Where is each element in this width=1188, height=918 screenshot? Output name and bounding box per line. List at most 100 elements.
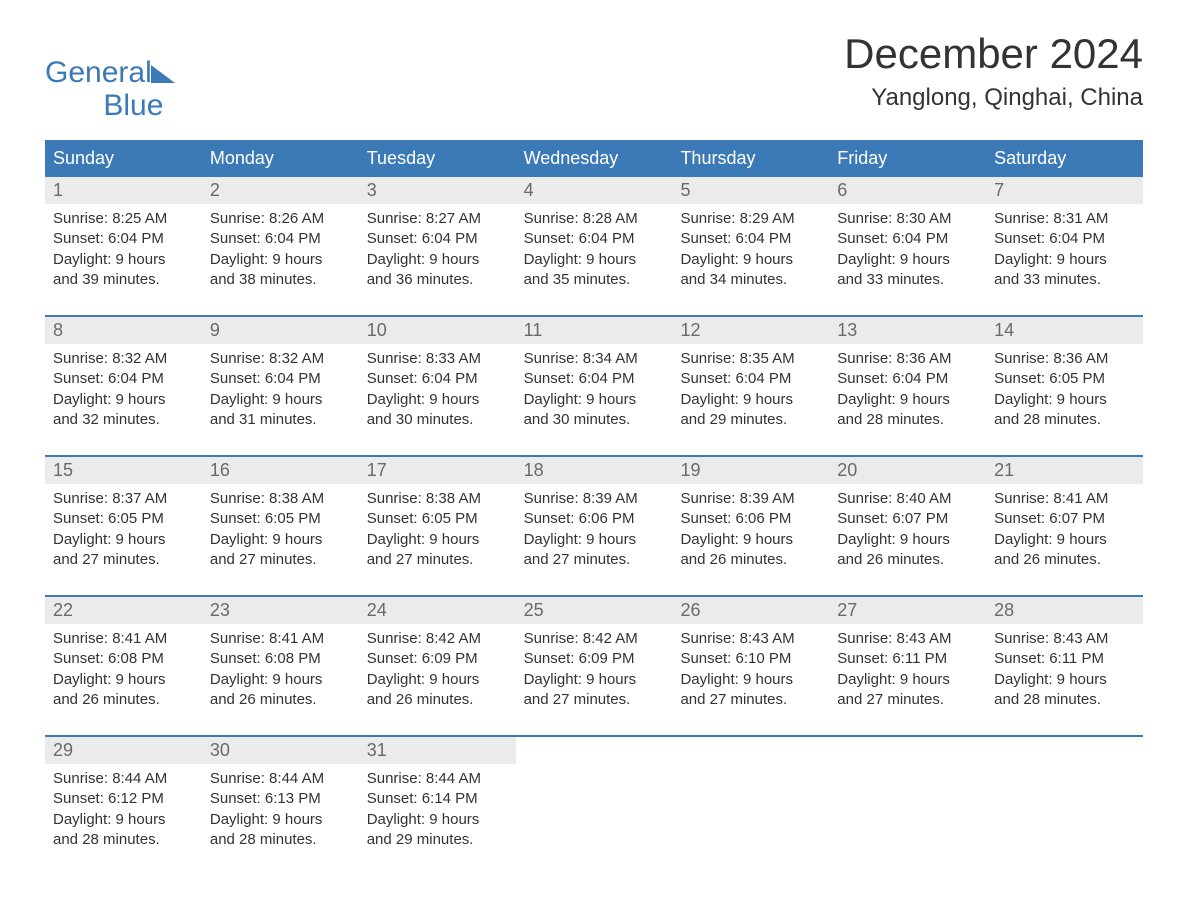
sunset-text: Sunset: 6:14 PM (367, 789, 508, 809)
day-info: Sunrise: 8:38 AMSunset: 6:05 PMDaylight:… (359, 484, 516, 570)
sunset-text: Sunset: 6:04 PM (53, 369, 194, 389)
sunrise-text: Sunrise: 8:43 AM (680, 629, 821, 649)
sunset-text: Sunset: 6:13 PM (210, 789, 351, 809)
daylight-text: Daylight: 9 hours and 26 minutes. (994, 530, 1135, 571)
day-info: Sunrise: 8:36 AMSunset: 6:05 PMDaylight:… (986, 344, 1143, 430)
weekday-header: Tuesday (359, 140, 516, 177)
daylight-text: Daylight: 9 hours and 29 minutes. (680, 390, 821, 431)
sunset-text: Sunset: 6:05 PM (53, 509, 194, 529)
day-info: Sunrise: 8:42 AMSunset: 6:09 PMDaylight:… (359, 624, 516, 710)
calendar-day: 13Sunrise: 8:36 AMSunset: 6:04 PMDayligh… (829, 317, 986, 437)
day-info: Sunrise: 8:36 AMSunset: 6:04 PMDaylight:… (829, 344, 986, 430)
calendar-day: 7Sunrise: 8:31 AMSunset: 6:04 PMDaylight… (986, 177, 1143, 297)
calendar-day: 31Sunrise: 8:44 AMSunset: 6:14 PMDayligh… (359, 737, 516, 857)
day-info: Sunrise: 8:38 AMSunset: 6:05 PMDaylight:… (202, 484, 359, 570)
day-number: 1 (45, 177, 202, 204)
calendar-day (986, 737, 1143, 857)
daylight-text: Daylight: 9 hours and 31 minutes. (210, 390, 351, 431)
sunset-text: Sunset: 6:11 PM (994, 649, 1135, 669)
sunrise-text: Sunrise: 8:34 AM (524, 349, 665, 369)
calendar-day: 30Sunrise: 8:44 AMSunset: 6:13 PMDayligh… (202, 737, 359, 857)
sunset-text: Sunset: 6:04 PM (367, 229, 508, 249)
daylight-text: Daylight: 9 hours and 28 minutes. (994, 390, 1135, 431)
calendar-day (516, 737, 673, 857)
flag-icon (149, 63, 179, 85)
sunrise-text: Sunrise: 8:25 AM (53, 209, 194, 229)
sunset-text: Sunset: 6:04 PM (524, 229, 665, 249)
calendar-day (672, 737, 829, 857)
calendar-day: 27Sunrise: 8:43 AMSunset: 6:11 PMDayligh… (829, 597, 986, 717)
calendar-day: 24Sunrise: 8:42 AMSunset: 6:09 PMDayligh… (359, 597, 516, 717)
day-number: 11 (516, 317, 673, 344)
daylight-text: Daylight: 9 hours and 28 minutes. (210, 810, 351, 851)
sunset-text: Sunset: 6:05 PM (210, 509, 351, 529)
calendar-day: 26Sunrise: 8:43 AMSunset: 6:10 PMDayligh… (672, 597, 829, 717)
weekday-header: Monday (202, 140, 359, 177)
day-info: Sunrise: 8:26 AMSunset: 6:04 PMDaylight:… (202, 204, 359, 290)
day-info: Sunrise: 8:44 AMSunset: 6:13 PMDaylight:… (202, 764, 359, 850)
sunrise-text: Sunrise: 8:41 AM (53, 629, 194, 649)
brand-logo: General Blue (45, 30, 179, 122)
day-number (516, 737, 673, 764)
calendar-day: 28Sunrise: 8:43 AMSunset: 6:11 PMDayligh… (986, 597, 1143, 717)
daylight-text: Daylight: 9 hours and 26 minutes. (210, 670, 351, 711)
day-number: 25 (516, 597, 673, 624)
calendar-day: 3Sunrise: 8:27 AMSunset: 6:04 PMDaylight… (359, 177, 516, 297)
daylight-text: Daylight: 9 hours and 33 minutes. (994, 250, 1135, 291)
day-info: Sunrise: 8:39 AMSunset: 6:06 PMDaylight:… (672, 484, 829, 570)
day-number: 9 (202, 317, 359, 344)
day-info: Sunrise: 8:43 AMSunset: 6:11 PMDaylight:… (986, 624, 1143, 710)
day-info: Sunrise: 8:32 AMSunset: 6:04 PMDaylight:… (45, 344, 202, 430)
daylight-text: Daylight: 9 hours and 27 minutes. (367, 530, 508, 571)
day-info: Sunrise: 8:44 AMSunset: 6:14 PMDaylight:… (359, 764, 516, 850)
sunset-text: Sunset: 6:04 PM (837, 369, 978, 389)
calendar-day: 10Sunrise: 8:33 AMSunset: 6:04 PMDayligh… (359, 317, 516, 437)
calendar-week: 1Sunrise: 8:25 AMSunset: 6:04 PMDaylight… (45, 177, 1143, 297)
day-number: 29 (45, 737, 202, 764)
sunrise-text: Sunrise: 8:29 AM (680, 209, 821, 229)
sunrise-text: Sunrise: 8:38 AM (210, 489, 351, 509)
calendar-day: 5Sunrise: 8:29 AMSunset: 6:04 PMDaylight… (672, 177, 829, 297)
day-number: 14 (986, 317, 1143, 344)
sunset-text: Sunset: 6:10 PM (680, 649, 821, 669)
sunrise-text: Sunrise: 8:42 AM (524, 629, 665, 649)
calendar-day: 19Sunrise: 8:39 AMSunset: 6:06 PMDayligh… (672, 457, 829, 577)
sunset-text: Sunset: 6:07 PM (837, 509, 978, 529)
sunset-text: Sunset: 6:04 PM (524, 369, 665, 389)
day-info: Sunrise: 8:37 AMSunset: 6:05 PMDaylight:… (45, 484, 202, 570)
calendar-day: 8Sunrise: 8:32 AMSunset: 6:04 PMDaylight… (45, 317, 202, 437)
sunrise-text: Sunrise: 8:38 AM (367, 489, 508, 509)
daylight-text: Daylight: 9 hours and 30 minutes. (367, 390, 508, 431)
sunset-text: Sunset: 6:06 PM (524, 509, 665, 529)
day-info: Sunrise: 8:41 AMSunset: 6:08 PMDaylight:… (45, 624, 202, 710)
sunrise-text: Sunrise: 8:44 AM (210, 769, 351, 789)
calendar-day: 18Sunrise: 8:39 AMSunset: 6:06 PMDayligh… (516, 457, 673, 577)
calendar-day: 9Sunrise: 8:32 AMSunset: 6:04 PMDaylight… (202, 317, 359, 437)
heading-block: December 2024 Yanglong, Qinghai, China (844, 30, 1143, 112)
calendar-day: 20Sunrise: 8:40 AMSunset: 6:07 PMDayligh… (829, 457, 986, 577)
calendar-day: 22Sunrise: 8:41 AMSunset: 6:08 PMDayligh… (45, 597, 202, 717)
calendar-day: 11Sunrise: 8:34 AMSunset: 6:04 PMDayligh… (516, 317, 673, 437)
sunset-text: Sunset: 6:04 PM (210, 369, 351, 389)
day-info: Sunrise: 8:44 AMSunset: 6:12 PMDaylight:… (45, 764, 202, 850)
day-number: 24 (359, 597, 516, 624)
calendar-day: 21Sunrise: 8:41 AMSunset: 6:07 PMDayligh… (986, 457, 1143, 577)
calendar-week: 8Sunrise: 8:32 AMSunset: 6:04 PMDaylight… (45, 315, 1143, 437)
brand-word1: General (45, 56, 152, 89)
sunrise-text: Sunrise: 8:32 AM (53, 349, 194, 369)
day-number: 18 (516, 457, 673, 484)
day-number: 21 (986, 457, 1143, 484)
day-info: Sunrise: 8:25 AMSunset: 6:04 PMDaylight:… (45, 204, 202, 290)
sunrise-text: Sunrise: 8:37 AM (53, 489, 194, 509)
daylight-text: Daylight: 9 hours and 27 minutes. (524, 530, 665, 571)
sunset-text: Sunset: 6:08 PM (210, 649, 351, 669)
weekday-header: Thursday (672, 140, 829, 177)
day-number (829, 737, 986, 764)
daylight-text: Daylight: 9 hours and 27 minutes. (53, 530, 194, 571)
sunset-text: Sunset: 6:12 PM (53, 789, 194, 809)
day-info: Sunrise: 8:39 AMSunset: 6:06 PMDaylight:… (516, 484, 673, 570)
day-number: 8 (45, 317, 202, 344)
calendar-day: 23Sunrise: 8:41 AMSunset: 6:08 PMDayligh… (202, 597, 359, 717)
sunrise-text: Sunrise: 8:42 AM (367, 629, 508, 649)
sunset-text: Sunset: 6:07 PM (994, 509, 1135, 529)
